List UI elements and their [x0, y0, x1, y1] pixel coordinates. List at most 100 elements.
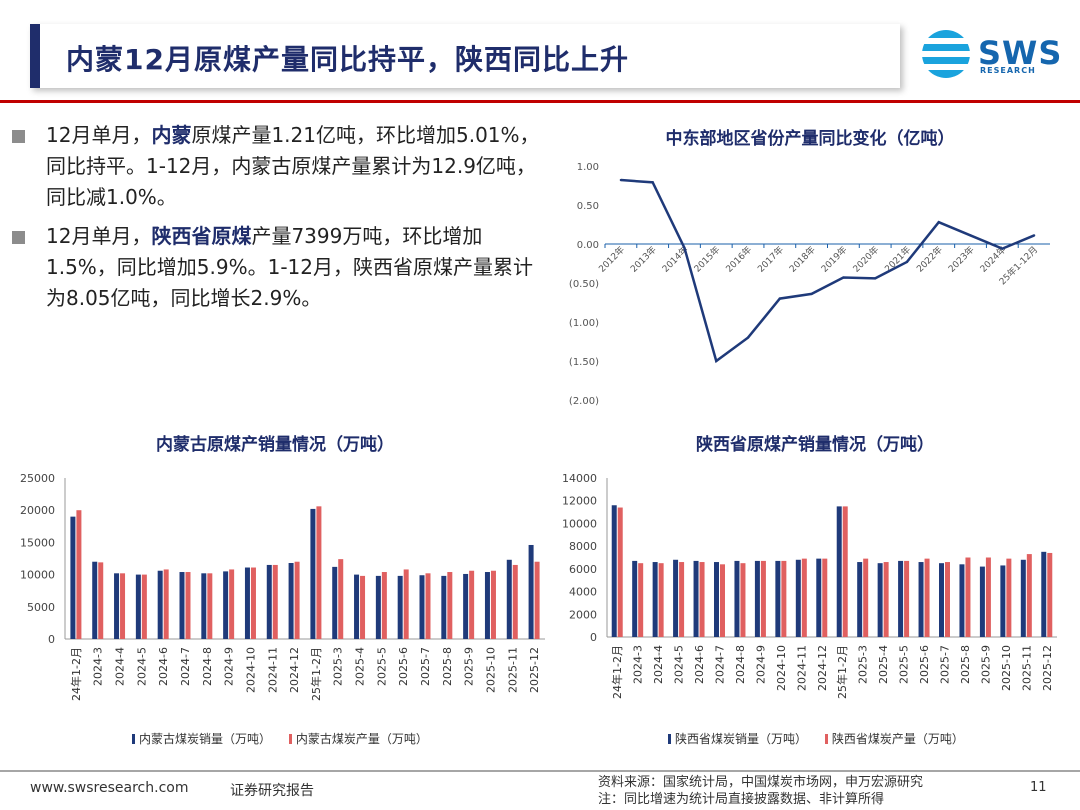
- bar-sales: [877, 563, 883, 637]
- data-point: [715, 359, 718, 363]
- x-tick-label: 2025-12: [1041, 645, 1054, 691]
- x-tick-label: 2025-10: [484, 647, 497, 693]
- bar-sales: [528, 544, 534, 639]
- x-tick-label: 2024-12: [288, 647, 301, 693]
- bar-sales: [354, 574, 360, 639]
- data-point: [683, 246, 686, 250]
- x-tick-label: 2024-5: [135, 647, 148, 686]
- x-tick-label: 2025-8: [441, 647, 454, 686]
- slide-header: 内蒙12月原煤产量同比持平，陕西同比上升 SWS RESEARCH: [0, 0, 1080, 112]
- bullet-text-post: 产量7399万吨，环比增加1.5%，同比增加5.9%。1-12月，陕西省原煤产量…: [46, 224, 534, 310]
- bar-production: [638, 563, 644, 637]
- x-tick-label: 2024-6: [157, 647, 170, 686]
- x-tick-label: 2025-4: [877, 645, 890, 684]
- x-tick-label: 2024-9: [754, 645, 767, 684]
- bar-production: [294, 561, 300, 639]
- bar-production: [760, 560, 766, 637]
- bar-sales: [201, 573, 207, 639]
- bar-sales: [714, 562, 719, 637]
- bullet-item: 12月单月，内蒙原煤产量1.21亿吨，环比增加5.01%，同比持平。1-12月，…: [8, 120, 548, 213]
- x-tick-label: 2025-5: [898, 645, 911, 684]
- bar-sales: [652, 562, 658, 637]
- bar-production: [740, 563, 746, 637]
- data-point: [746, 336, 750, 339]
- x-tick-label: 2025-12: [528, 647, 541, 693]
- data-point: [810, 292, 813, 296]
- bar-sales: [775, 560, 781, 637]
- y-tick-label: 0: [590, 631, 597, 644]
- x-tick-label: 25年1-2月: [309, 647, 323, 701]
- bar-production: [945, 562, 950, 637]
- legend-item-sales: 陕西省煤炭销量（万吨）: [668, 730, 807, 747]
- legend-label-production: 内蒙古煤炭产量（万吨）: [295, 732, 428, 746]
- bar-sales: [1000, 565, 1006, 637]
- x-tick-label: 2013年: [628, 244, 659, 275]
- x-tick-label: 2025-10: [1000, 645, 1013, 691]
- bar-sales: [836, 506, 842, 637]
- bar-production: [141, 574, 147, 639]
- y-tick-label: 1.00: [577, 162, 599, 173]
- bar-production: [658, 563, 664, 637]
- bar-sales: [114, 573, 120, 639]
- bar-production: [120, 573, 126, 639]
- y-tick-label: 15000: [20, 536, 55, 549]
- bar-sales: [266, 564, 272, 639]
- bar-production: [185, 572, 191, 639]
- bar-sales: [157, 570, 163, 639]
- bar-production: [617, 507, 623, 637]
- x-tick-label: 2024-3: [92, 647, 105, 686]
- sws-logo: SWS RESEARCH: [920, 28, 1061, 80]
- x-tick-label: 2024-9: [223, 647, 236, 686]
- x-tick-label: 2025-5: [375, 647, 388, 686]
- bar-sales: [939, 563, 944, 637]
- bar-production: [924, 558, 930, 637]
- bar-production: [904, 560, 910, 637]
- bar-production: [469, 570, 475, 639]
- data-point: [1032, 234, 1036, 237]
- bar-production: [863, 558, 869, 637]
- legend-swatch-production: [288, 734, 292, 744]
- bar-sales: [857, 562, 863, 637]
- data-point: [619, 178, 623, 182]
- x-tick-label: 2024-8: [201, 647, 214, 686]
- bar-production: [272, 564, 278, 639]
- bar-sales: [310, 508, 316, 639]
- bar-production: [679, 562, 685, 637]
- x-tick-label: 2025-6: [918, 645, 931, 684]
- x-tick-label: 2025-8: [959, 645, 972, 684]
- x-tick-label: 2025-7: [939, 645, 952, 684]
- x-tick-label: 24年1-2月: [610, 645, 624, 699]
- bar-production: [512, 564, 518, 639]
- bar-production: [801, 558, 807, 637]
- data-point: [778, 297, 782, 300]
- bar-sales: [754, 560, 760, 637]
- bar-production: [490, 570, 496, 639]
- bar-sales: [179, 572, 185, 639]
- y-tick-label: (0.50): [569, 279, 599, 290]
- x-tick-label: 2017年: [755, 244, 786, 275]
- bar-production: [207, 573, 213, 639]
- bar-sales: [816, 558, 822, 637]
- bar-sales: [288, 563, 294, 639]
- y-tick-label: 0: [48, 633, 55, 646]
- footer-url[interactable]: www.swsresearch.com: [30, 780, 189, 796]
- x-tick-label: 2025-3: [857, 645, 870, 684]
- x-tick-label: 2024-4: [114, 647, 127, 686]
- x-tick-label: 2025-6: [397, 647, 410, 686]
- bar-production: [360, 575, 366, 639]
- bar-sales: [795, 559, 801, 637]
- footer-report-label: 证券研究报告: [230, 783, 314, 799]
- footer-note: 注：同比增速为统计局直接披露数据、非计算所得: [598, 792, 885, 807]
- bullet-list: 12月单月，内蒙原煤产量1.21亿吨，环比增加5.01%，同比持平。1-12月，…: [8, 120, 548, 322]
- x-tick-label: 2024-6: [693, 645, 706, 684]
- x-tick-label: 2024-4: [652, 645, 665, 684]
- bar-sales: [979, 566, 985, 637]
- bar-production: [250, 567, 256, 639]
- legend-item-production: 内蒙古煤炭产量（万吨）: [288, 730, 428, 747]
- y-tick-label: 4000: [569, 586, 597, 599]
- x-tick-label: 2024-8: [734, 645, 747, 684]
- y-tick-label: 20000: [20, 504, 55, 517]
- y-tick-label: 6000: [569, 563, 597, 576]
- x-tick-label: 2025-11: [1020, 645, 1033, 691]
- y-tick-label: 8000: [569, 540, 597, 553]
